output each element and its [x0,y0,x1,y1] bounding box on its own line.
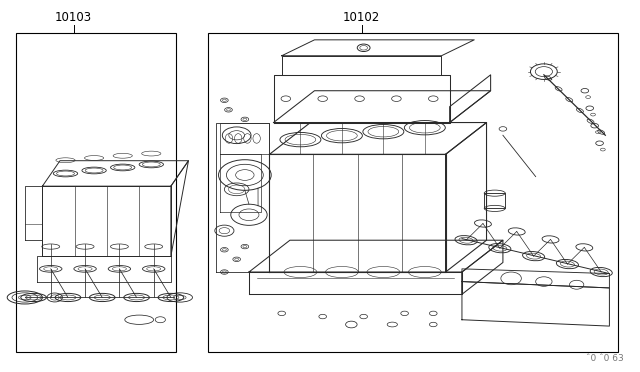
Bar [208,33,618,352]
Text: ˆ0 ˆ0 63: ˆ0 ˆ0 63 [586,354,624,363]
Text: 10103: 10103 [55,11,92,24]
Bar [484,193,505,208]
Bar [16,33,176,352]
Text: 10102: 10102 [343,11,380,24]
